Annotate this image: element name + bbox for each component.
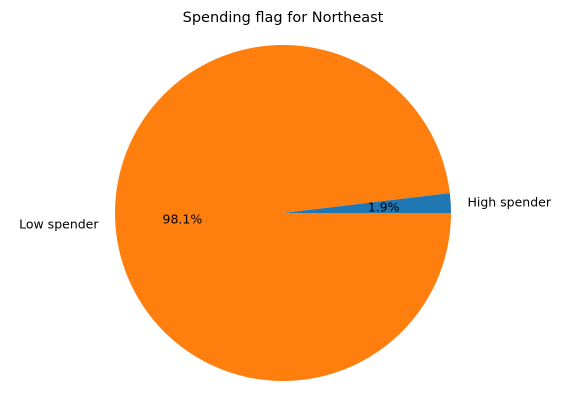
slice-percent-label: 98.1% <box>163 212 203 227</box>
pie-slices <box>115 44 451 381</box>
chart-title: Spending flag for Northeast <box>183 10 384 26</box>
slice-category-label: High spender <box>467 194 551 209</box>
pie-slice-high-spender <box>283 192 451 213</box>
slice-percent-label: 1.9% <box>368 199 400 214</box>
pie-slice-low-spender <box>115 44 451 381</box>
slice-category-label: Low spender <box>19 217 99 232</box>
pie-labels: High spender 1.9% Low spender 98.1% <box>19 194 552 231</box>
